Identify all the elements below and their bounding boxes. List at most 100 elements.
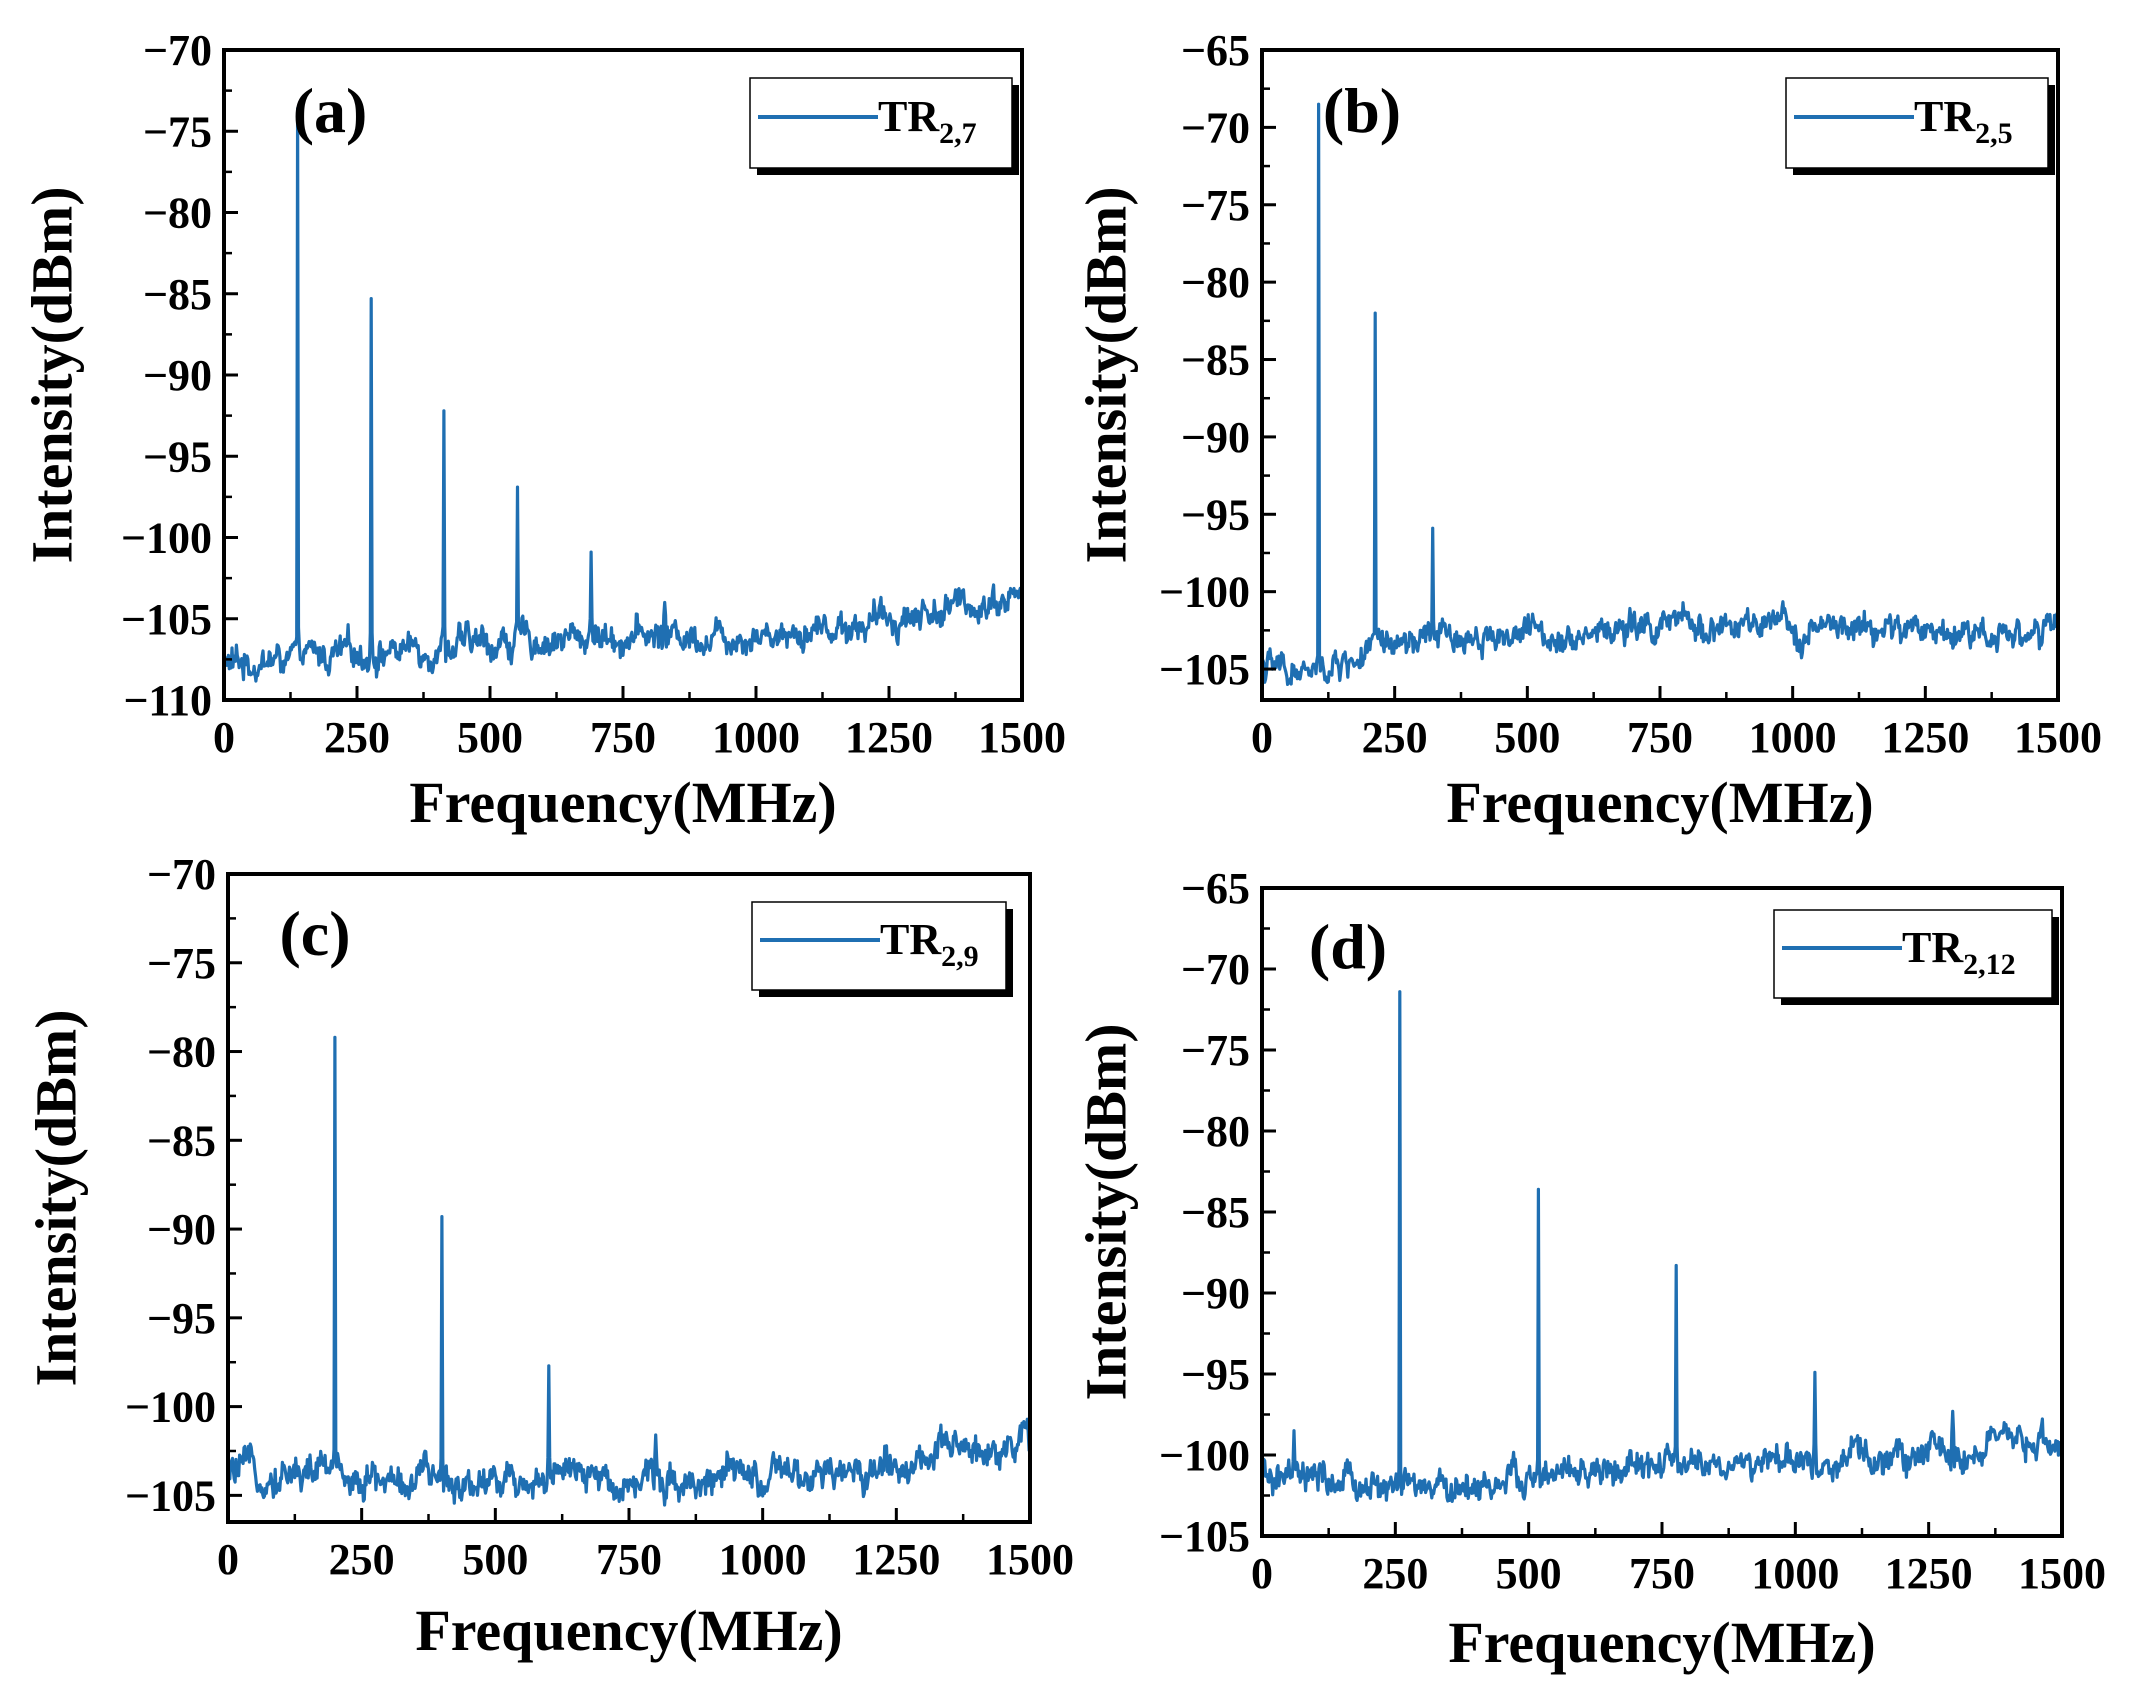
x-tick-label: 1250 xyxy=(852,1535,940,1584)
x-tick-label: 0 xyxy=(1251,1549,1273,1598)
x-tick-label: 750 xyxy=(1629,1549,1695,1598)
y-tick-label: −90 xyxy=(143,351,212,400)
y-tick-label: −90 xyxy=(1181,1269,1250,1318)
x-tick-label: 1500 xyxy=(2014,713,2102,762)
y-tick-label: −100 xyxy=(125,1383,216,1432)
x-axis-title: Frequency(MHz) xyxy=(1446,770,1873,835)
y-axis-title: Intensity(dBm) xyxy=(19,186,84,563)
x-tick-label: 250 xyxy=(324,713,390,762)
legend-label-subscript: 2,9 xyxy=(941,940,979,973)
y-tick-label: −110 xyxy=(123,676,212,725)
x-tick-label: 1000 xyxy=(1749,713,1837,762)
x-tick-label: 1000 xyxy=(712,713,800,762)
y-tick-label: −70 xyxy=(147,850,216,899)
legend-label: TR2,12 xyxy=(1902,923,2016,981)
panel-b: 0 250 500 750 1000 1250 1500 −105 −100 −95 −90 −85 −… xyxy=(1073,26,2102,835)
y-tick-label: −85 xyxy=(1181,1188,1250,1237)
y-tick-label: −100 xyxy=(1159,1431,1250,1480)
y-tick-label: −75 xyxy=(1181,181,1250,230)
y-tick-label: −75 xyxy=(1181,1026,1250,1075)
y-tick-label: −105 xyxy=(121,595,212,644)
x-tick-label: 1250 xyxy=(845,713,933,762)
series-line-TR2,7 xyxy=(222,106,1024,683)
y-tick-label: −75 xyxy=(143,107,212,156)
legend-label: TR2,9 xyxy=(880,915,979,973)
legend-box xyxy=(751,901,1007,991)
y-tick-label: −85 xyxy=(143,270,212,319)
legend-box xyxy=(1785,77,2049,169)
x-tick-label: 250 xyxy=(1362,1549,1428,1598)
x-tick-label: 1250 xyxy=(1885,1549,1973,1598)
x-tick-label: 750 xyxy=(1627,713,1693,762)
x-tick-label: 1000 xyxy=(719,1535,807,1584)
y-tick-label: −95 xyxy=(143,432,212,481)
x-tick-label: 1250 xyxy=(1881,713,1969,762)
y-axis-title: Intensity(dBm) xyxy=(1073,186,1138,563)
y-tick-label: −90 xyxy=(1181,413,1250,462)
y-tick-label: −70 xyxy=(1181,103,1250,152)
y-tick-label: −90 xyxy=(147,1205,216,1254)
x-tick-label: 0 xyxy=(1251,713,1273,762)
series-line-TR2,5 xyxy=(1260,102,2060,687)
x-tick-label: 750 xyxy=(590,713,656,762)
series-line-TR2,12 xyxy=(1260,990,2064,1504)
panel-label: (a) xyxy=(293,75,368,146)
y-tick-label: −95 xyxy=(1181,490,1250,539)
y-tick-label: −105 xyxy=(1159,645,1250,694)
panel-d: 0 250 500 750 1000 1250 1500 −105 −100 −95 −90 −85 −… xyxy=(1073,864,2106,1675)
y-axis-title: Intensity(dBm) xyxy=(1073,1023,1138,1400)
y-tick-label: −85 xyxy=(147,1116,216,1165)
x-tick-label: 1000 xyxy=(1751,1549,1839,1598)
x-tick-label: 0 xyxy=(213,713,235,762)
legend-label-base: TR xyxy=(1914,92,1976,141)
y-tick-label: −80 xyxy=(143,189,212,238)
legend-box xyxy=(1773,909,2053,999)
y-tick-label: −85 xyxy=(1181,336,1250,385)
y-tick-label: −95 xyxy=(1181,1350,1250,1399)
legend-label-subscript: 2,5 xyxy=(1975,117,2013,150)
legend-label-base: TR xyxy=(1902,923,1964,972)
series-line-TR2,9 xyxy=(226,1035,1032,1507)
y-tick-label: −70 xyxy=(1181,945,1250,994)
panel-label: (d) xyxy=(1309,911,1387,982)
x-tick-label: 250 xyxy=(329,1535,395,1584)
legend-label-base: TR xyxy=(880,915,942,964)
x-tick-label: 750 xyxy=(596,1535,662,1584)
y-tick-label: −70 xyxy=(143,26,212,75)
y-axis-title: Intensity(dBm) xyxy=(23,1009,88,1386)
y-tick-label: −80 xyxy=(1181,258,1250,307)
x-tick-label: 500 xyxy=(457,713,523,762)
x-tick-label: 500 xyxy=(1496,1549,1562,1598)
y-tick-label: −80 xyxy=(1181,1107,1250,1156)
y-tick-label: −100 xyxy=(121,514,212,563)
y-tick-label: −65 xyxy=(1181,864,1250,913)
panel-c: 0 250 500 750 1000 1250 1500 −105 −100 −95 −90 −85 −… xyxy=(23,850,1074,1663)
x-tick-label: 500 xyxy=(462,1535,528,1584)
legend-label-subscript: 2,7 xyxy=(939,117,977,150)
y-tick-label: −65 xyxy=(1181,26,1250,75)
legend-label-base: TR xyxy=(878,92,940,141)
y-tick-label: −100 xyxy=(1159,568,1250,617)
x-tick-label: 1500 xyxy=(986,1535,1074,1584)
y-tick-label: −95 xyxy=(147,1294,216,1343)
y-tick-label: −75 xyxy=(147,939,216,988)
panel-label: (c) xyxy=(279,898,350,969)
panel-a: 0 250 500 750 1000 1250 1500 −110 −105 −100 −95 −90… xyxy=(19,26,1066,835)
y-tick-label: −105 xyxy=(1159,1512,1250,1561)
x-axis-title: Frequency(MHz) xyxy=(409,770,836,835)
legend-label: TR2,5 xyxy=(1914,92,2013,150)
x-tick-label: 250 xyxy=(1362,713,1428,762)
legend-label-subscript: 2,12 xyxy=(1963,948,2016,981)
panel-label: (b) xyxy=(1323,75,1401,146)
x-tick-label: 500 xyxy=(1494,713,1560,762)
y-tick-label: −80 xyxy=(147,1028,216,1077)
x-axis-title: Frequency(MHz) xyxy=(1448,1610,1875,1675)
x-tick-label: 1500 xyxy=(2018,1549,2106,1598)
legend-label: TR2,7 xyxy=(878,92,977,150)
legend-box xyxy=(749,77,1013,169)
x-axis-title: Frequency(MHz) xyxy=(415,1598,842,1663)
x-tick-label: 0 xyxy=(217,1535,239,1584)
y-tick-label: −105 xyxy=(125,1471,216,1520)
x-tick-label: 1500 xyxy=(978,713,1066,762)
